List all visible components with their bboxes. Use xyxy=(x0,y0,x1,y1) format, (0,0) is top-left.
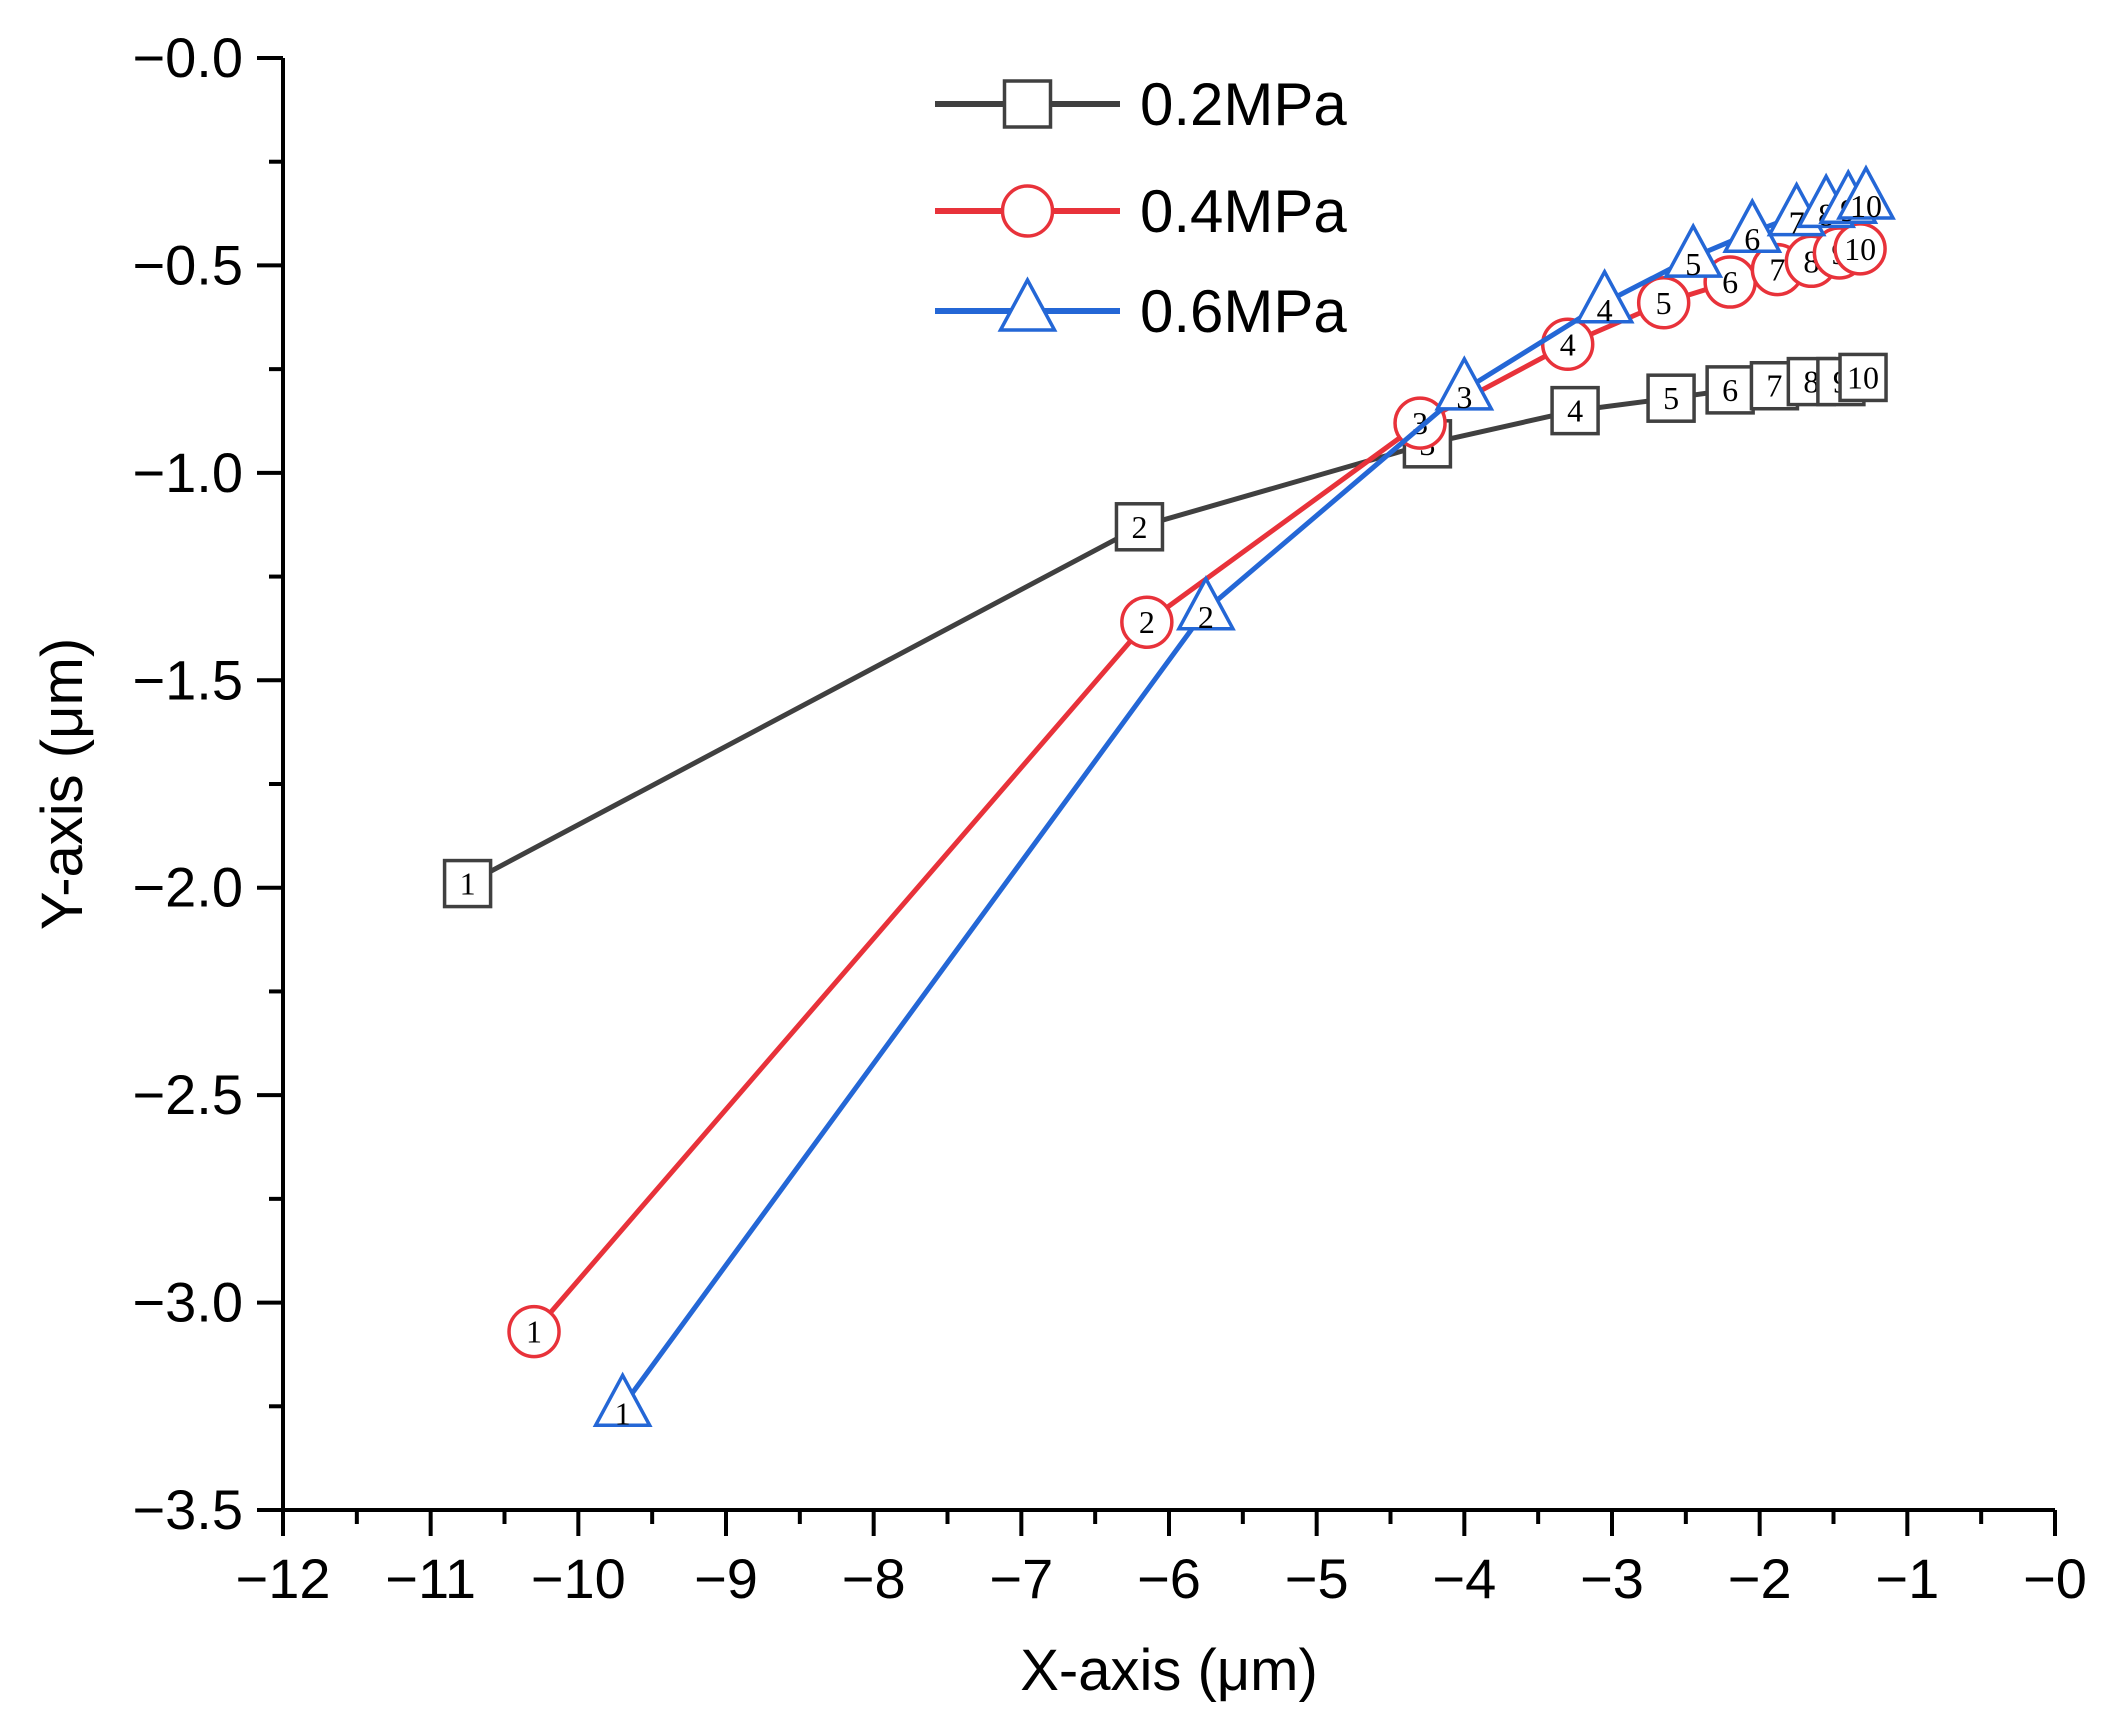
point-label: 6 xyxy=(1722,372,1738,408)
point-label: 7 xyxy=(1789,205,1805,241)
x-tick-label: −10 xyxy=(531,1547,626,1610)
point-label: 4 xyxy=(1567,393,1583,429)
axes: −12 −11 −10 −9 −8 −7 −6 −5 −4 −3 −2 −1 −0 −0.0 −0.5 −1.… xyxy=(132,26,2086,1610)
x-tick-label: −12 xyxy=(236,1547,331,1610)
legend-label: 0.4MPa xyxy=(1140,178,1347,245)
point-label: 6 xyxy=(1744,221,1760,257)
x-tick-label: −3 xyxy=(1580,1547,1644,1610)
point-label: 7 xyxy=(1769,252,1785,288)
data-point xyxy=(1434,355,1495,411)
legend-item: 0.6MPa xyxy=(935,276,1347,345)
x-tick-label: −7 xyxy=(989,1547,1053,1610)
point-label: 1 xyxy=(460,866,476,902)
x-tick-label: −0 xyxy=(2023,1547,2087,1610)
data-point xyxy=(592,1371,653,1428)
legend-item: 0.2MPa xyxy=(935,71,1347,138)
data-point xyxy=(442,858,493,909)
y-axis-title: Y-axis (μm) xyxy=(30,638,95,930)
legend-label: 0.6MPa xyxy=(1140,278,1347,345)
y-tick-label: −3.5 xyxy=(132,1478,243,1541)
data-point xyxy=(1838,352,1888,403)
point-label: 4 xyxy=(1597,292,1613,328)
point-label: 10 xyxy=(1844,231,1876,267)
point-label: 2 xyxy=(1131,509,1147,545)
legend-label: 0.2MPa xyxy=(1140,71,1347,138)
data-point xyxy=(1646,373,1696,423)
data-point xyxy=(1175,575,1236,631)
data-point xyxy=(1663,222,1724,278)
point-label: 4 xyxy=(1560,326,1576,362)
y-tick-label: −1.5 xyxy=(132,648,243,711)
data-point xyxy=(1722,197,1783,253)
series-0.4MPa: 12345678910 xyxy=(507,222,1887,1359)
y-tick-label: −0.0 xyxy=(132,26,243,89)
legend-marker xyxy=(1000,184,1055,238)
x-tick-label: −11 xyxy=(385,1547,476,1610)
legend: 0.2MPa 0.4MPa 0.6MPa xyxy=(935,71,1347,345)
y-tick-label: −1.0 xyxy=(132,441,243,504)
point-label: 3 xyxy=(1456,379,1472,415)
point-label: 6 xyxy=(1722,264,1738,300)
point-label: 10 xyxy=(1847,359,1879,395)
x-tick-label: −2 xyxy=(1728,1547,1792,1610)
x-tick-label: −4 xyxy=(1432,1547,1496,1610)
point-label: 5 xyxy=(1663,380,1679,416)
legend-marker xyxy=(997,276,1058,332)
x-tick-label: −6 xyxy=(1137,1547,1201,1610)
point-label: 1 xyxy=(615,1395,631,1431)
x-tick-label: −1 xyxy=(1875,1547,1939,1610)
series-0.6MPa: 12345678910 xyxy=(592,164,1896,1431)
legend-marker xyxy=(1002,79,1053,129)
legend-item: 0.4MPa xyxy=(935,178,1347,245)
point-label: 8 xyxy=(1803,364,1819,400)
x-tick-label: −5 xyxy=(1285,1547,1349,1610)
y-tick-label: −3.0 xyxy=(132,1271,243,1334)
data-point xyxy=(1705,365,1755,415)
point-label: 1 xyxy=(526,1314,542,1350)
x-tick-label: −9 xyxy=(694,1547,758,1610)
x-tick-label: −8 xyxy=(842,1547,906,1610)
point-label: 2 xyxy=(1139,604,1155,640)
y-tick-label: −2.5 xyxy=(132,1063,243,1126)
point-label: 5 xyxy=(1656,285,1672,321)
point-label: 7 xyxy=(1766,368,1782,404)
data-point xyxy=(1574,268,1635,324)
data-point xyxy=(1120,595,1174,649)
y-tick-label: −0.5 xyxy=(132,233,243,296)
series-layer: 123456789101234567891012345678910 xyxy=(442,164,1896,1431)
data-point xyxy=(507,1304,561,1359)
point-label: 10 xyxy=(1850,188,1882,224)
x-axis-title: X-axis (μm) xyxy=(1020,1638,1318,1703)
data-point xyxy=(1836,164,1896,220)
point-label: 5 xyxy=(1685,246,1701,282)
data-point xyxy=(1550,385,1600,436)
y-tick-label: −2.0 xyxy=(132,856,243,919)
point-label: 2 xyxy=(1198,599,1214,635)
data-point xyxy=(1114,502,1165,552)
